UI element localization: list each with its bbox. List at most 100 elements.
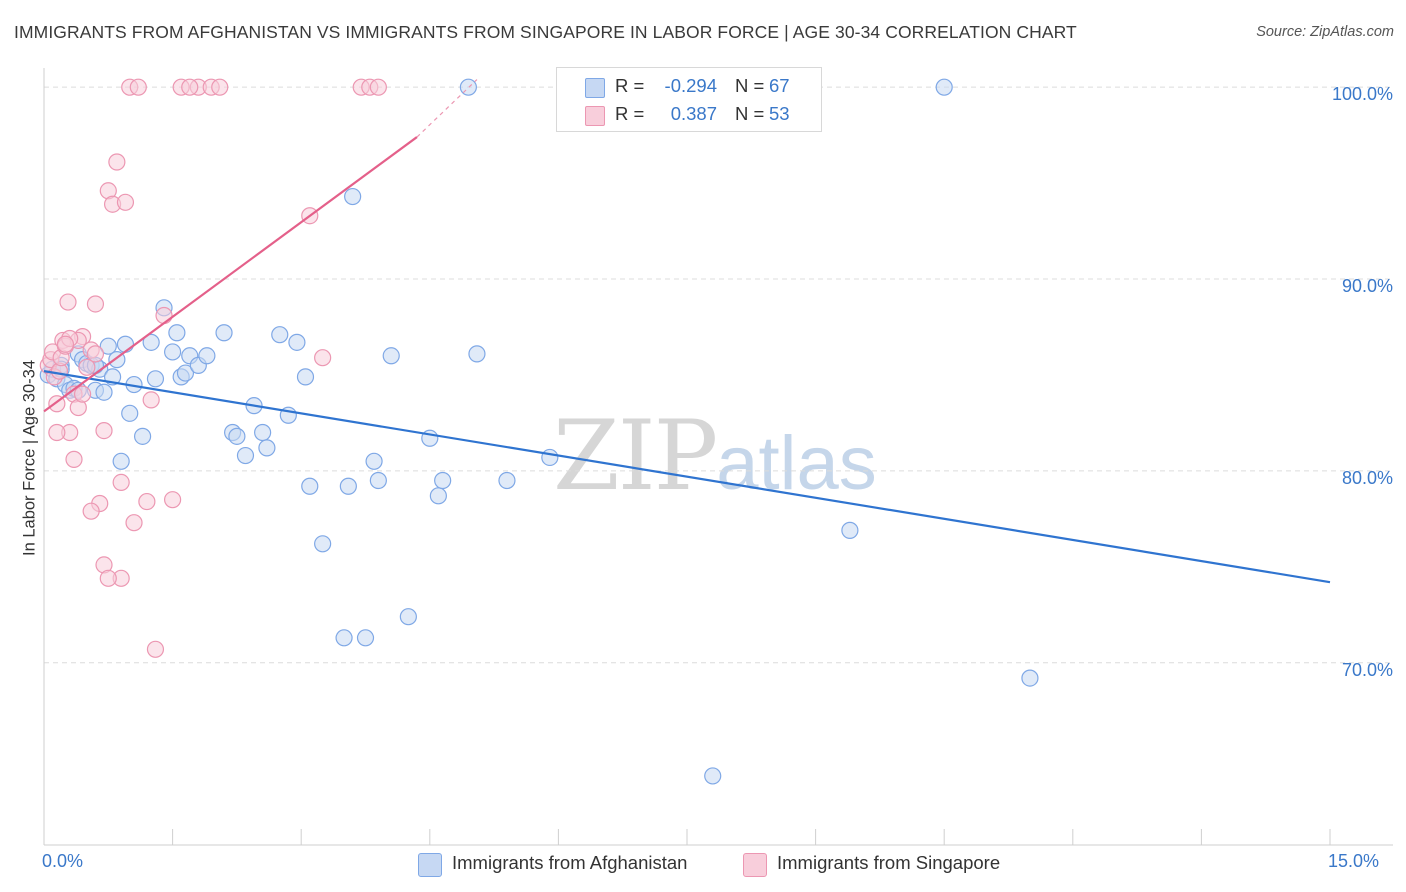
point-singapore <box>48 423 66 442</box>
point-singapore <box>129 78 147 96</box>
point-afghanistan <box>164 343 182 361</box>
stats-n-value-singapore: 53 <box>769 103 790 124</box>
point-afghanistan <box>228 427 246 445</box>
point-singapore <box>164 491 182 509</box>
point-afghanistan <box>369 471 387 490</box>
point-singapore <box>181 78 199 96</box>
point-afghanistan <box>112 452 130 470</box>
point-singapore <box>65 450 83 468</box>
stats-n-value-afghanistan: 67 <box>769 75 790 96</box>
x-tick-label-min: 0.0% <box>42 851 84 871</box>
y-tick-label: 70.0% <box>1341 659 1393 680</box>
point-afghanistan <box>95 383 113 401</box>
trendline-singapore-extension <box>416 79 478 138</box>
grid-layer <box>44 86 1393 664</box>
stats-r-label: R = <box>615 103 645 124</box>
point-singapore <box>146 640 165 658</box>
points-layer <box>39 78 1039 785</box>
point-afghanistan <box>271 326 289 344</box>
stats-n-label: N = <box>735 75 765 96</box>
chart-title: IMMIGRANTS FROM AFGHANISTAN VS IMMIGRANT… <box>14 22 1077 42</box>
trend-layer <box>43 79 1331 584</box>
point-afghanistan <box>399 608 417 626</box>
point-afghanistan <box>935 78 953 96</box>
point-afghanistan <box>99 337 117 355</box>
legend-swatch-afghanistan <box>418 853 442 877</box>
point-afghanistan <box>296 368 315 386</box>
point-singapore <box>73 385 92 403</box>
legend-label-singapore: Immigrants from Singapore <box>777 852 1001 873</box>
watermark: ZIPatlas <box>553 400 877 512</box>
chart-source: Source: ZipAtlas.com <box>1256 24 1394 40</box>
point-afghanistan <box>254 423 272 442</box>
point-afghanistan <box>841 521 859 539</box>
y-tick-label: 90.0% <box>1341 276 1393 297</box>
point-afghanistan <box>434 471 452 490</box>
stats-swatch-afghanistan <box>585 78 605 98</box>
point-afghanistan <box>498 471 516 490</box>
point-afghanistan <box>429 487 447 505</box>
point-afghanistan <box>382 347 400 365</box>
point-singapore <box>116 193 135 211</box>
point-afghanistan <box>168 324 186 342</box>
point-afghanistan <box>339 477 357 495</box>
point-afghanistan <box>468 345 486 363</box>
y-tick-label: 100.0% <box>1331 84 1393 105</box>
stats-swatch-singapore <box>585 106 605 126</box>
point-afghanistan <box>459 78 477 96</box>
point-singapore <box>95 422 113 440</box>
point-afghanistan <box>142 333 160 351</box>
point-singapore <box>125 514 143 532</box>
point-singapore <box>211 78 229 96</box>
point-afghanistan <box>236 446 255 465</box>
axis-layer <box>43 68 1393 846</box>
x-tick-label-max: 15.0% <box>1328 851 1380 871</box>
point-afghanistan <box>133 427 152 445</box>
point-afghanistan <box>541 448 559 467</box>
stats-r-label: R = <box>615 75 645 96</box>
point-afghanistan <box>704 767 722 785</box>
point-afghanistan <box>146 370 165 388</box>
stats-row-singapore: R = 0.387 N = 53 <box>557 101 821 129</box>
point-afghanistan <box>288 333 306 351</box>
point-afghanistan <box>344 187 362 206</box>
point-singapore <box>314 349 332 367</box>
legend-label-afghanistan: Immigrants from Afghanistan <box>452 852 688 873</box>
stats-r-value-singapore: 0.387 <box>670 103 717 124</box>
point-singapore <box>155 306 173 325</box>
point-singapore <box>86 295 105 313</box>
stats-row-afghanistan: R = -0.294 N = 67 <box>557 73 821 101</box>
point-afghanistan <box>176 364 195 382</box>
point-afghanistan <box>314 535 332 553</box>
point-afghanistan <box>258 439 276 457</box>
point-afghanistan <box>335 629 353 647</box>
point-singapore <box>56 335 75 353</box>
stats-box: R = -0.294 N = 67 R = 0.387 N = 53 <box>556 67 822 132</box>
y-tick-label: 80.0% <box>1341 467 1393 488</box>
point-singapore <box>369 78 387 96</box>
point-singapore <box>138 492 156 511</box>
trendline-singapore <box>43 136 418 413</box>
watermark-atlas: atlas <box>716 421 877 506</box>
point-afghanistan <box>121 404 139 422</box>
point-singapore <box>108 153 126 171</box>
stats-r-value-afghanistan: -0.294 <box>664 75 717 96</box>
point-singapore <box>59 293 77 311</box>
point-afghanistan <box>116 335 135 353</box>
point-afghanistan <box>215 324 233 342</box>
point-singapore <box>86 345 105 363</box>
point-singapore <box>112 473 130 491</box>
legend-swatch-singapore <box>743 853 767 877</box>
legend: Immigrants from Afghanistan Immigrants f… <box>0 850 1406 880</box>
point-singapore <box>99 569 117 587</box>
point-afghanistan <box>365 452 383 470</box>
point-afghanistan <box>301 477 319 495</box>
watermark-zip: ZIP <box>553 400 718 512</box>
point-afghanistan <box>1021 669 1039 687</box>
point-afghanistan <box>356 629 375 647</box>
point-singapore <box>78 358 96 376</box>
point-singapore <box>82 502 100 520</box>
point-singapore <box>142 391 160 409</box>
trendline-afghanistan <box>43 370 1331 584</box>
